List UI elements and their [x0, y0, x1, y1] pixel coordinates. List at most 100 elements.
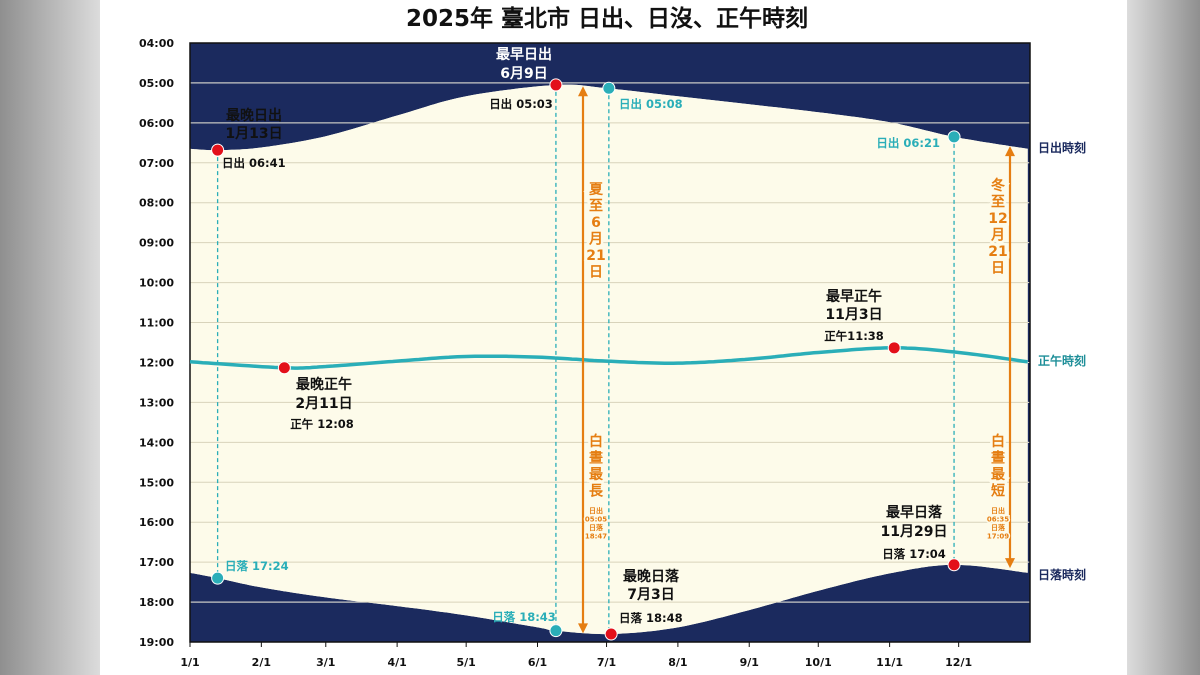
sunrise-0701-marker: [602, 81, 616, 95]
earliest-noon-date: 11月3日: [825, 307, 882, 323]
latest-sunrise-date: 1月13日: [225, 126, 282, 142]
y-tick-label: 17:00: [139, 556, 174, 569]
latest-sunset-marker: [604, 627, 618, 641]
legend-sunrise: 日出時刻: [1038, 140, 1086, 155]
winter-solstice-arrow-head: [1005, 146, 1015, 157]
latest-noon-value: 正午 12:08: [290, 417, 354, 431]
x-tick-label: 6/1: [528, 656, 547, 669]
summer-solstice-arrow-head: [578, 86, 588, 97]
earliest-sunset-marker: [947, 558, 961, 572]
summer-solstice-label: 日: [589, 265, 603, 281]
legend-noon: 正午時刻: [1038, 353, 1086, 368]
y-tick-label: 13:00: [139, 396, 174, 409]
y-tick-label: 14:00: [139, 436, 174, 449]
winter-detail-label: 17:09: [987, 533, 1009, 541]
left-border: [0, 0, 100, 675]
x-tick-label: 4/1: [387, 656, 406, 669]
latest-noon-marker: [277, 361, 291, 375]
earliest-noon-title: 最早正午: [826, 288, 882, 305]
y-tick-label: 10:00: [139, 277, 174, 290]
winter-solstice-label: 至: [991, 195, 1005, 211]
winter-detail-label: 06:35: [987, 516, 1009, 524]
y-tick-label: 06:00: [139, 117, 174, 130]
summer-detail-label: 日出: [589, 506, 603, 515]
y-tick-label: 16:00: [139, 516, 174, 529]
winter-detail-label: 日落: [991, 523, 1006, 532]
winter-day-label: 最: [991, 466, 1006, 483]
summer-day-label: 長: [589, 484, 604, 500]
latest-noon-title: 最晚正午: [296, 376, 352, 393]
summer-day-label: 晝: [589, 450, 603, 467]
winter-solstice-label: 月: [990, 228, 1005, 244]
earliest-sunset-title: 最早日落: [886, 504, 943, 521]
winter-day-label: 白: [991, 433, 1005, 450]
latest-sunrise-marker: [211, 143, 225, 157]
summer-detail-label: 05:05: [585, 516, 607, 524]
earliest-noon-value: 正午11:38: [824, 329, 884, 343]
sunset-0609-value: 日落 18:43: [492, 610, 556, 624]
y-tick-label: 04:00: [139, 37, 174, 50]
latest-sunrise-title: 最晚日出: [226, 107, 282, 124]
x-tick-label: 8/1: [668, 656, 687, 669]
plot-area: 04:00 05:00 06:00 07:00 08:00 09:00 10:00 11:00…: [139, 37, 1031, 669]
x-tick-label: 1/1: [180, 656, 199, 669]
winter-solstice-label: 12: [988, 211, 1007, 227]
summer-solstice-label: 月: [588, 232, 603, 248]
summer-detail-label: 18:47: [585, 533, 607, 541]
x-tick-label: 2/1: [252, 656, 271, 669]
winter-day-label: 晝: [991, 450, 1005, 467]
earliest-sunset-value: 日落 17:04: [882, 547, 946, 561]
sunrise-1129-marker: [947, 130, 961, 144]
x-tick-label: 12/1: [945, 656, 972, 669]
winter-day-label: 短: [991, 483, 1005, 500]
summer-solstice-arrow-tail: [578, 623, 588, 634]
chart-title: 2025年 臺北市 日出、日沒、正午時刻: [406, 5, 808, 32]
summer-solstice-label: 至: [589, 199, 603, 215]
y-tick-label: 07:00: [139, 157, 174, 170]
annotation-layer: 夏至6月21日白晝最長日出05:05日落18:47冬至12月21日白晝最短日出0…: [211, 46, 1086, 641]
summer-detail-label: 日落: [589, 523, 604, 532]
summer-solstice-label: 21: [586, 248, 605, 264]
latest-sunrise-value: 日出 06:41: [222, 156, 286, 170]
winter-solstice-arrow-tail: [1005, 558, 1015, 569]
y-tick-label: 15:00: [139, 476, 174, 489]
sunrise-0701-value: 日出 05:08: [619, 97, 683, 111]
x-tick-label: 5/1: [457, 656, 476, 669]
plot-frame: [189, 42, 1031, 643]
legend-sunset: 日落時刻: [1038, 567, 1086, 582]
earliest-sunrise-date: 6月9日: [500, 66, 547, 82]
y-tick-label: 12:00: [139, 356, 174, 369]
earliest-sunrise-title: 最早日出: [496, 46, 552, 63]
y-tick-label: 05:00: [139, 77, 174, 90]
y-tick-label: 08:00: [139, 197, 174, 210]
earliest-noon-marker: [887, 341, 901, 355]
winter-detail-label: 日出: [991, 506, 1005, 515]
x-tick-label: 3/1: [316, 656, 335, 669]
summer-solstice-label: 夏: [589, 181, 604, 198]
winter-solstice-label: 冬: [991, 177, 1005, 194]
y-tick-label: 11:00: [139, 317, 174, 330]
latest-sunset-date: 7月3日: [627, 587, 674, 603]
latest-sunset-value: 日落 18:48: [619, 611, 683, 625]
y-tick-label: 19:00: [139, 636, 174, 649]
x-tick-label: 11/1: [876, 656, 903, 669]
earliest-sunset-date: 11月29日: [881, 524, 948, 540]
winter-solstice-label: 21: [988, 244, 1007, 260]
earliest-sunrise-value: 日出 05:03: [489, 97, 553, 111]
y-tick-label: 18:00: [139, 596, 174, 609]
earliest-sunrise-marker: [549, 78, 563, 92]
winter-solstice-label: 日: [991, 261, 1005, 277]
x-tick-label: 9/1: [740, 656, 759, 669]
x-tick-label: 10/1: [805, 656, 832, 669]
sunset-0113-marker: [211, 571, 225, 585]
summer-day-label: 最: [589, 466, 604, 483]
latest-noon-date: 2月11日: [295, 396, 352, 412]
daylight-area-top: [190, 84, 1028, 635]
summer-day-label: 白: [589, 433, 603, 450]
sunrise-1129-value: 日出 06:21: [876, 136, 940, 150]
x-tick-label: 7/1: [597, 656, 616, 669]
right-border: [1127, 0, 1200, 675]
summer-solstice-label: 6: [591, 215, 601, 231]
sunset-0113-value: 日落 17:24: [225, 559, 289, 573]
